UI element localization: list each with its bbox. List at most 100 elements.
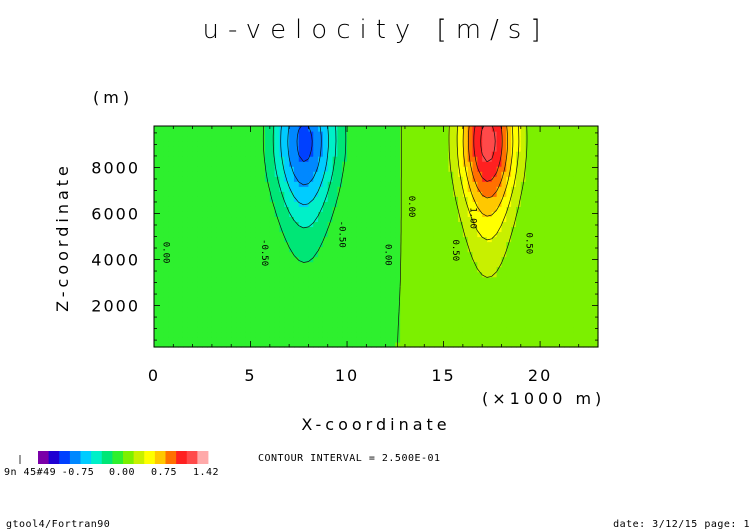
heatmap-cell (448, 216, 454, 223)
heatmap-cell (298, 286, 305, 293)
heatmap-cell (477, 221, 483, 228)
heatmap-cell (298, 236, 305, 243)
heatmap-cell (578, 171, 585, 177)
heatmap-cell (477, 241, 483, 248)
heatmap-cell (496, 241, 503, 248)
heatmap-cell (549, 306, 556, 313)
heatmap-cell (400, 311, 406, 318)
heatmap-cell (482, 151, 488, 157)
heatmap-cell (347, 331, 353, 338)
heatmap-cell (322, 191, 329, 197)
heatmap-cell (216, 146, 223, 152)
heatmap-cell (182, 151, 189, 157)
heatmap-cell (197, 336, 203, 343)
heatmap-cell (525, 296, 532, 303)
heatmap-cell (269, 131, 276, 137)
heatmap-cell (419, 156, 425, 162)
heatmap-cell (318, 336, 324, 343)
heatmap-cell (535, 196, 541, 202)
heatmap-cell (202, 311, 208, 318)
heatmap-cell (371, 156, 377, 162)
heatmap-cell (308, 176, 314, 182)
heatmap-cell (361, 176, 367, 182)
heatmap-cell (477, 191, 483, 197)
heatmap-cell (216, 256, 223, 263)
heatmap-cell (385, 241, 392, 248)
heatmap-cell (395, 196, 401, 202)
heatmap-cell (400, 186, 406, 192)
heatmap-cell (342, 206, 348, 212)
heatmap-cell (385, 271, 392, 278)
heatmap-cell (293, 226, 300, 233)
heatmap-cell (540, 196, 546, 202)
heatmap-cell (424, 261, 430, 268)
heatmap-cell (274, 251, 281, 258)
heatmap-cell (342, 256, 348, 263)
heatmap-cell (327, 316, 334, 323)
heatmap-cell (458, 226, 464, 233)
heatmap-cell (182, 196, 189, 202)
heatmap-cell (308, 311, 314, 318)
heatmap-cell (327, 301, 334, 308)
heatmap-cell (578, 336, 585, 343)
heatmap-cell (404, 181, 411, 187)
heatmap-cell (544, 216, 551, 223)
heatmap-cell (376, 246, 382, 253)
heatmap-cell (487, 151, 493, 157)
heatmap-cell (564, 216, 570, 223)
heatmap-cell (371, 211, 377, 218)
heatmap-cell (182, 211, 189, 218)
heatmap-cell (284, 291, 290, 298)
heatmap-cell (535, 286, 541, 293)
heatmap-cell (578, 286, 585, 293)
heatmap-cell (501, 236, 507, 243)
heatmap-cell (361, 261, 367, 268)
heatmap-cell (564, 281, 570, 288)
heatmap-cell (525, 141, 532, 147)
heatmap-cell (231, 316, 237, 323)
heatmap-cell (569, 141, 575, 147)
heatmap-cell (549, 136, 556, 142)
heatmap-cell (192, 176, 199, 182)
heatmap-cell (525, 126, 532, 132)
heatmap-cell (289, 316, 295, 323)
heatmap-cell (380, 176, 387, 182)
heatmap-cell (293, 326, 300, 333)
heatmap-cell (207, 181, 213, 187)
heatmap-cell (395, 191, 401, 197)
heatmap-cell (298, 211, 305, 218)
heatmap-cell (530, 171, 536, 177)
heatmap-cell (380, 136, 387, 142)
heatmap-cell (501, 156, 507, 162)
heatmap-cell (197, 341, 203, 348)
heatmap-cell (322, 296, 329, 303)
heatmap-cell (458, 241, 464, 248)
heatmap-cell (482, 161, 488, 167)
heatmap-cell (583, 141, 589, 147)
heatmap-cell (433, 286, 440, 293)
heatmap-cell (443, 326, 449, 333)
heatmap-cell (462, 301, 469, 308)
heatmap-cell (448, 181, 454, 187)
heatmap-cell (322, 131, 329, 137)
heatmap-cell (221, 166, 227, 172)
heatmap-cell (544, 261, 551, 268)
heatmap-cell (351, 211, 358, 218)
heatmap-cell (192, 266, 199, 273)
heatmap-cell (371, 191, 377, 197)
heatmap-cell (462, 246, 469, 253)
heatmap-cell (240, 141, 247, 147)
heatmap-cell (540, 291, 546, 298)
heatmap-cell (298, 186, 305, 192)
heatmap-cell (250, 321, 256, 328)
heatmap-cell (240, 241, 247, 248)
heatmap-cell (487, 201, 493, 207)
heatmap-cell (554, 201, 560, 207)
heatmap-cell (231, 336, 237, 343)
heatmap-cell (158, 201, 165, 207)
heatmap-cell (564, 206, 570, 212)
heatmap-cell (269, 156, 276, 162)
heatmap-cell (173, 236, 179, 243)
heatmap-cell (535, 331, 541, 338)
heatmap-cell (544, 196, 551, 202)
